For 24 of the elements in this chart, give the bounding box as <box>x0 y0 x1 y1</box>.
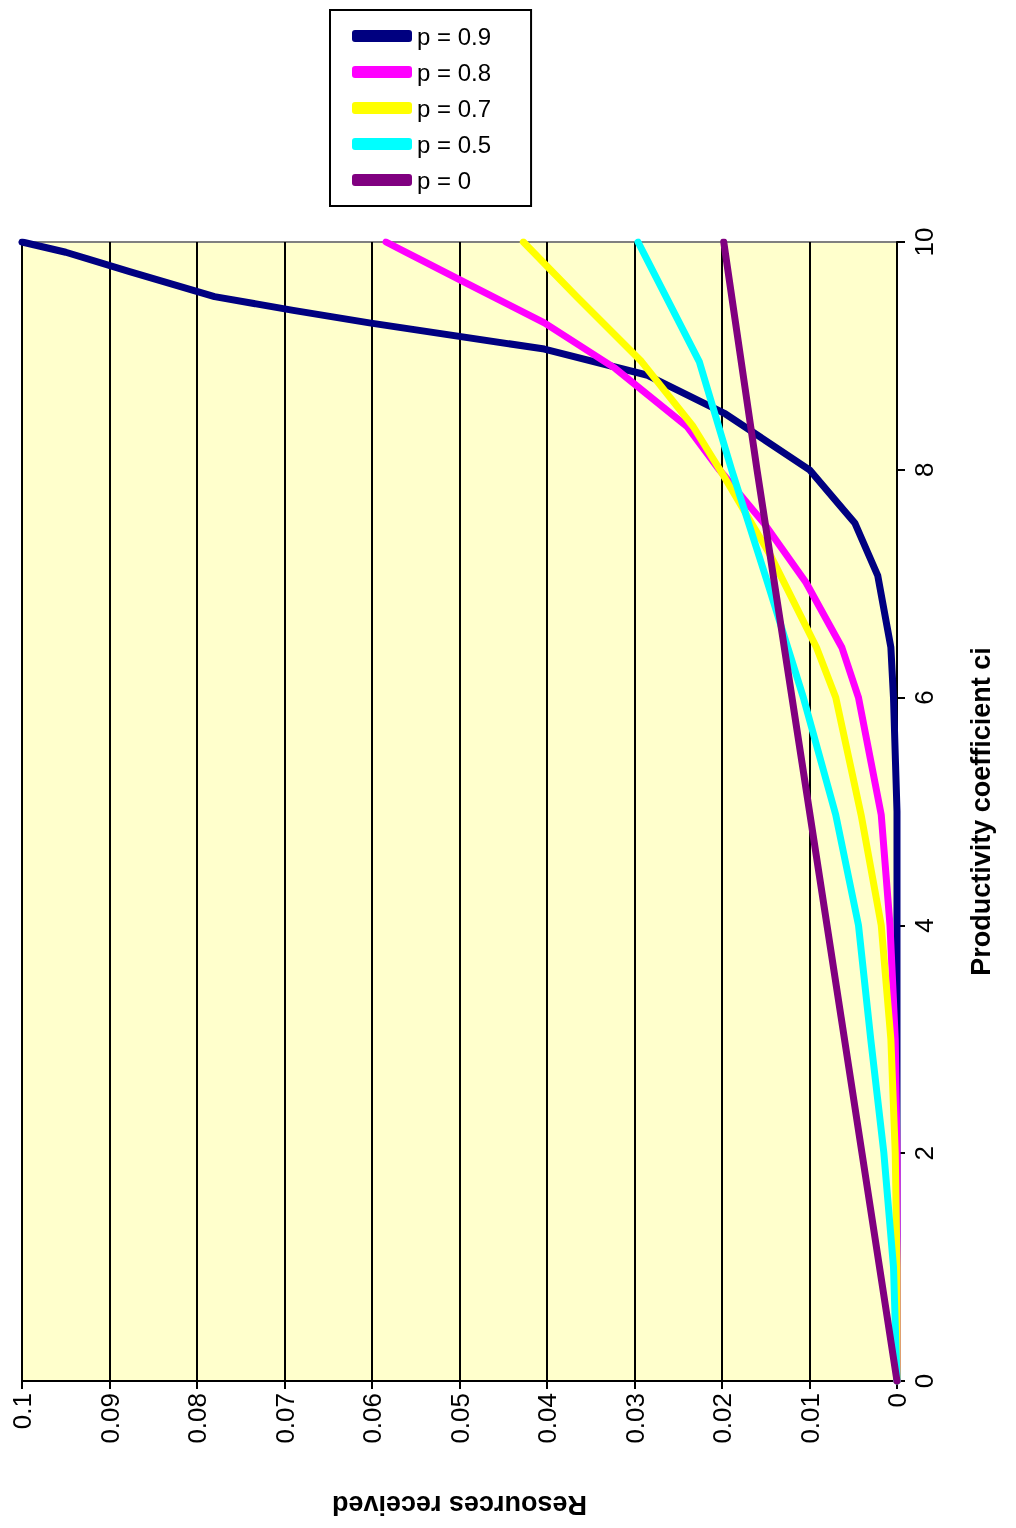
y-tick-label: 2 <box>909 1145 939 1161</box>
legend-label: p = 0.9 <box>417 22 492 50</box>
y-tick-label: 8 <box>909 462 939 478</box>
x-tick-label: 0.02 <box>707 1393 737 1444</box>
x-tick-label: 0.06 <box>357 1393 387 1444</box>
legend-label: p = 0.7 <box>417 94 492 122</box>
x-tick-label: 0 <box>882 1393 912 1408</box>
y-tick-label: 6 <box>909 690 939 705</box>
legend-label: p = 0.8 <box>417 58 492 86</box>
x-tick-label: 0.05 <box>444 1393 475 1444</box>
x-tick-label: 0.1 <box>7 1393 37 1430</box>
legend-label: p = 0 <box>417 166 472 194</box>
x-tick-label: 0.07 <box>269 1393 300 1444</box>
x-tick-label: 0.03 <box>619 1393 650 1444</box>
x-tick-label: 0.04 <box>532 1393 562 1444</box>
legend-label: p = 0.5 <box>417 130 492 158</box>
y-tick-label: 10 <box>909 227 939 257</box>
y-axis-title: Productivity coefficient ci <box>965 647 996 976</box>
y-tick-label: 4 <box>909 918 939 933</box>
x-tick-label: 0.01 <box>794 1393 825 1444</box>
y-tick-label: 0 <box>909 1373 939 1389</box>
x-tick-label: 0.08 <box>182 1393 212 1444</box>
x-axis-title: Resources received <box>331 1489 588 1520</box>
x-tick-label: 0.09 <box>94 1393 125 1444</box>
